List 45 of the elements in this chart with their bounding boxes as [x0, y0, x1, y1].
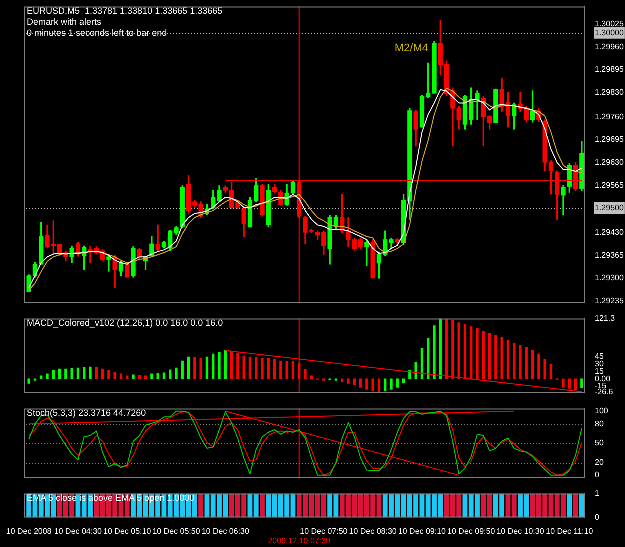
y-tick-label: 50 — [595, 438, 604, 448]
x-tick-label: 10 Dec 06:30 — [202, 526, 250, 536]
y-tick-label: 1.30000 — [595, 28, 624, 38]
chart-title: MACD_Colored_v102 (12,26,1) 0.0 16.0 0.0 16.0 — [27, 318, 224, 329]
chart-title: EURUSD,M5 1.33781 1.33810 1.33665 1.33665 — [27, 6, 223, 17]
y-tick-label: 0 — [595, 513, 600, 522]
y-tick-label: 0.00 — [595, 374, 612, 384]
x-tick-label: 10 Dec 09:10 — [398, 526, 447, 536]
x-tick-label: 10 Dec 11:10 — [546, 526, 594, 536]
y-tick-label: 1.30025 — [595, 20, 624, 29]
x-tick-label: 10 Dec 09:50 — [448, 526, 496, 536]
y-tick-label: 1.29365 — [595, 250, 624, 260]
y-tick-label: 1 — [595, 489, 600, 498]
annotation: M2/M4 — [394, 42, 428, 54]
y-tick-label: 0 — [595, 470, 600, 480]
y-tick-label: 1.29830 — [595, 88, 624, 97]
y-tick-label: 1.29630 — [595, 158, 624, 167]
x-tick-label: 10 Dec 2008 — [6, 526, 52, 536]
x-tick-label: 10 Dec 10:30 — [496, 526, 545, 536]
annotation: 0 minutes 1 seconds left to bar end — [27, 28, 168, 39]
y-tick-label: 30 — [595, 359, 604, 368]
x-tick-label: 10 Dec 07:50 — [300, 526, 348, 536]
y-tick-label: 100 — [595, 406, 609, 416]
y-tick-label: 1.29760 — [595, 112, 624, 122]
x-tick-label: 10 Dec 08:30 — [349, 526, 398, 536]
y-tick-label: 1.29430 — [595, 228, 624, 238]
y-tick-label: 45 — [595, 352, 604, 361]
x-tick-label: 10 Dec 05:50 — [152, 526, 201, 536]
y-tick-label: 1.29895 — [595, 65, 624, 74]
x-tick-label: 10 Dec 05:10 — [104, 526, 152, 536]
text: Demark with alerts — [27, 17, 103, 28]
y-tick-label: 15 — [595, 366, 604, 376]
y-tick-label: 1.29695 — [595, 135, 624, 144]
y-tick-label: 121.3 — [595, 314, 616, 324]
y-tick-label: 80 — [595, 419, 604, 428]
x-tick-label: 10 Dec 04:30 — [54, 526, 103, 536]
chart-title: Stoch(5,3,3) 23.3716 44.7260 — [27, 408, 146, 419]
y-tick-label: 20 — [595, 458, 604, 467]
y-tick-label: 1.29300 — [595, 274, 624, 283]
y-tick-label: 1.29565 — [595, 180, 624, 190]
y-tick-label: -26.6 — [595, 388, 614, 397]
y-tick-label: 1.29960 — [595, 42, 624, 52]
x-tick-label: 2008.12.10 07:30 — [268, 536, 332, 546]
y-tick-label: 1.29500 — [595, 204, 624, 213]
y-tick-label: 1.29235 — [595, 296, 624, 306]
